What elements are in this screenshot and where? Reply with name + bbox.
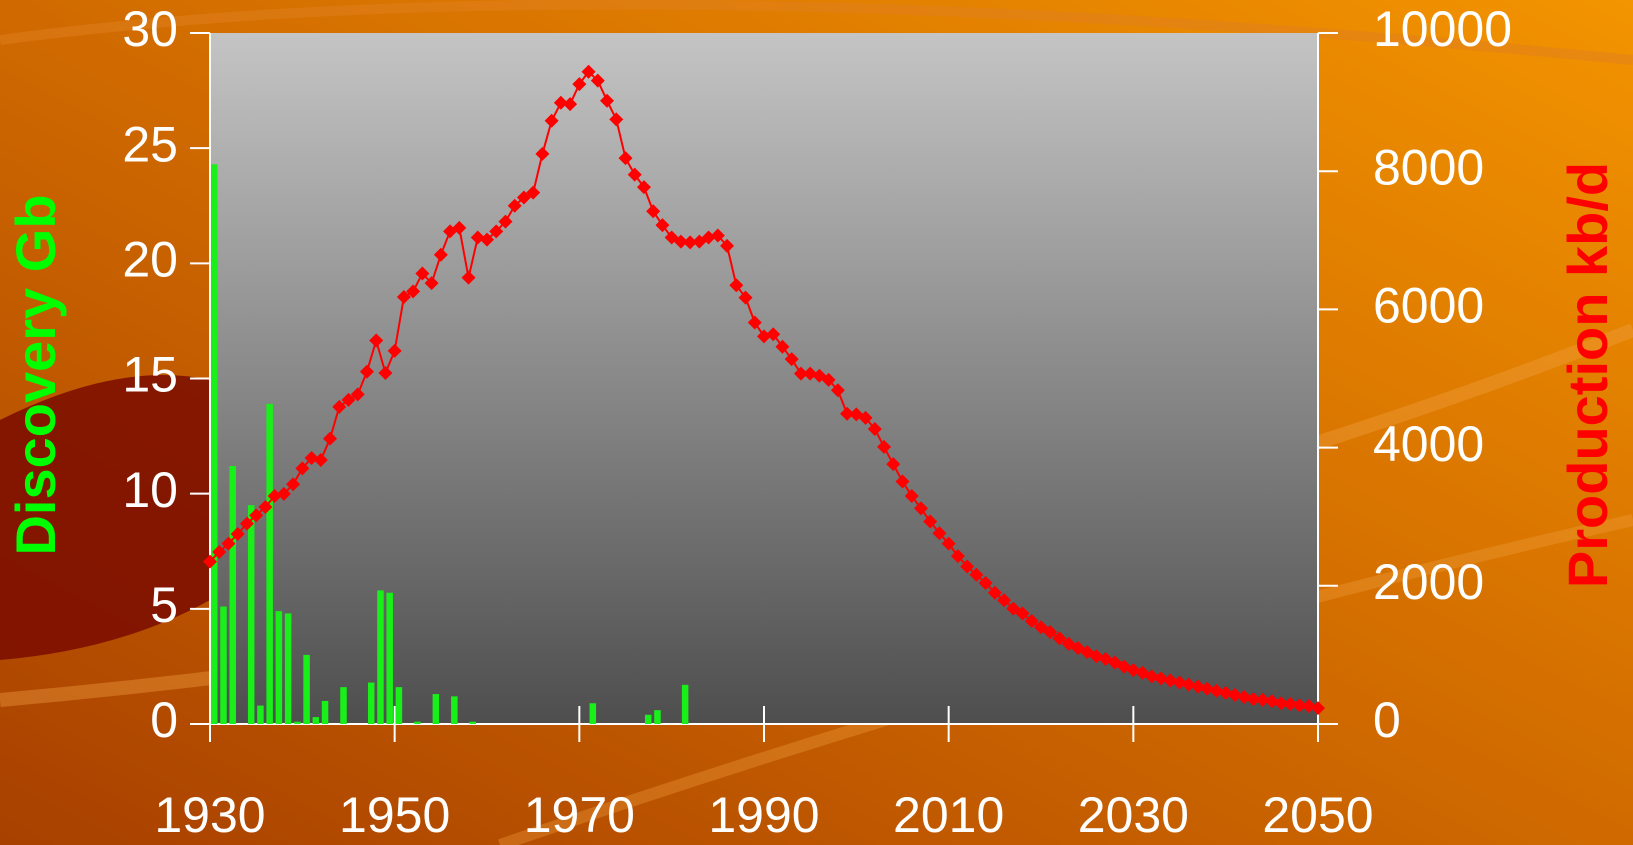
y-tick-label: 10 [122, 462, 178, 518]
x-tick-label: 2050 [1262, 787, 1373, 843]
bar [386, 593, 393, 724]
bar [294, 722, 301, 724]
y2-tick-label: 0 [1373, 692, 1401, 748]
y-tick-label: 30 [122, 1, 178, 57]
bar [682, 685, 689, 724]
x-tick-label: 1970 [524, 787, 635, 843]
bar [211, 164, 218, 724]
chart: Discovery Gb Production kb/d 0 5 10 15 20 25 3… [0, 0, 1633, 845]
bar [266, 404, 273, 724]
plot-area [210, 33, 1318, 724]
y-tick-label: 20 [122, 232, 178, 288]
y-axis-label: Discovery Gb [4, 194, 67, 555]
x-tick-label: 2030 [1078, 787, 1189, 843]
bar [654, 710, 661, 724]
bar [377, 590, 384, 724]
bar [645, 715, 652, 724]
x-tick-label: 1990 [708, 787, 819, 843]
y2-tick-label: 2000 [1373, 554, 1484, 610]
bar [340, 687, 347, 724]
bar [257, 706, 264, 724]
bar [276, 611, 283, 724]
bar [248, 505, 255, 724]
bar [396, 687, 403, 724]
bar [322, 701, 329, 724]
bar [433, 694, 440, 724]
bar [313, 717, 320, 724]
bar [590, 703, 597, 724]
bar [368, 683, 375, 724]
bar [451, 696, 458, 724]
y-tick-label: 15 [122, 347, 178, 403]
bar [220, 607, 227, 724]
x-tick-label: 1930 [154, 787, 265, 843]
bar [470, 722, 477, 724]
y2-axis-label: Production kb/d [1556, 162, 1619, 588]
y2-tick-label: 8000 [1373, 139, 1484, 195]
y2-tick-label: 4000 [1373, 416, 1484, 472]
y2-tick-label: 10000 [1373, 1, 1512, 57]
y-tick-label: 5 [150, 577, 178, 633]
y-tick-label: 0 [150, 692, 178, 748]
y-tick-label: 25 [122, 116, 178, 172]
x-tick-label: 1950 [339, 787, 450, 843]
x-tick-label: 2010 [893, 787, 1004, 843]
y2-tick-label: 6000 [1373, 278, 1484, 334]
bar [414, 722, 421, 724]
bar [285, 613, 292, 724]
bar [229, 466, 236, 724]
bar [303, 655, 310, 724]
